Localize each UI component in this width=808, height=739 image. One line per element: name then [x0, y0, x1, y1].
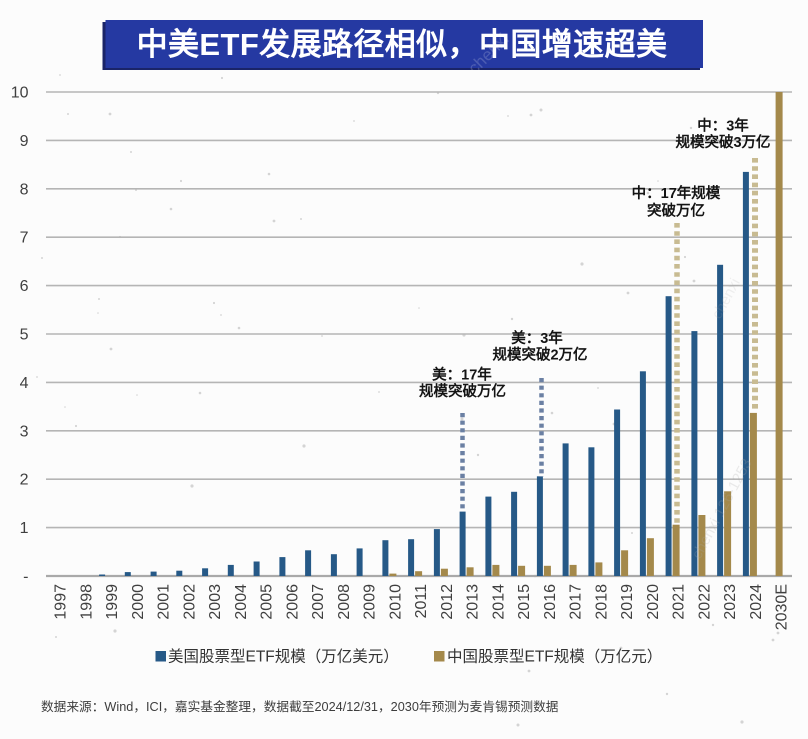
svg-text:1998: 1998: [79, 584, 96, 620]
svg-text:中：3年: 中：3年: [697, 117, 749, 135]
svg-text:规模突破万亿: 规模突破万亿: [419, 382, 506, 400]
svg-text:2: 2: [20, 472, 29, 489]
svg-text:2013: 2013: [465, 584, 482, 620]
svg-text:2011: 2011: [413, 584, 430, 619]
svg-text:2003: 2003: [207, 584, 224, 620]
svg-text:1: 1: [20, 520, 29, 537]
svg-text:中美ETF发展路径相似，中国增速超美: 中美ETF发展路径相似，中国增速超美: [137, 27, 668, 62]
svg-text:2022: 2022: [697, 584, 714, 620]
svg-text:2021: 2021: [671, 584, 688, 620]
svg-text:2004: 2004: [233, 584, 250, 620]
svg-text:2000: 2000: [130, 584, 147, 620]
svg-text:4: 4: [20, 375, 29, 392]
svg-text:2010: 2010: [387, 584, 404, 620]
svg-text:2008: 2008: [336, 584, 353, 620]
svg-text:2023: 2023: [722, 584, 739, 620]
svg-text:美国股票型ETF规模（万亿美元）: 美国股票型ETF规模（万亿美元）: [168, 648, 399, 666]
svg-text:-: -: [23, 569, 28, 586]
svg-text:2014: 2014: [490, 584, 507, 620]
svg-text:2024: 2024: [748, 584, 765, 620]
svg-text:8: 8: [20, 181, 29, 198]
svg-text:9: 9: [20, 133, 29, 150]
svg-text:2018: 2018: [594, 584, 611, 620]
svg-text:3: 3: [20, 423, 29, 440]
svg-text:2016: 2016: [542, 584, 559, 620]
svg-text:规模突破2万亿: 规模突破2万亿: [492, 346, 587, 364]
svg-text:美：3年: 美：3年: [511, 329, 563, 347]
svg-text:数据来源：Wind，ICI，嘉实基金整理，数据截至2024/: 数据来源：Wind，ICI，嘉实基金整理，数据截至2024/12/31，2030…: [41, 699, 559, 714]
svg-text:2017: 2017: [568, 584, 585, 620]
svg-text:中国股票型ETF规模（万亿元）: 中国股票型ETF规模（万亿元）: [447, 648, 662, 666]
svg-text:2015: 2015: [516, 584, 533, 620]
svg-text:美：17年: 美：17年: [432, 366, 492, 384]
svg-text:2002: 2002: [181, 584, 198, 620]
svg-text:规模突破3万亿: 规模突破3万亿: [675, 133, 770, 151]
svg-text:7: 7: [20, 230, 29, 247]
svg-text:中：17年规模: 中：17年规模: [632, 184, 721, 202]
svg-text:2019: 2019: [619, 584, 636, 620]
svg-text:2006: 2006: [284, 584, 301, 620]
svg-text:突破万亿: 突破万亿: [647, 202, 705, 220]
svg-text:5: 5: [20, 327, 29, 344]
svg-text:1997: 1997: [53, 584, 70, 620]
svg-text:2012: 2012: [439, 584, 456, 620]
svg-text:2009: 2009: [362, 584, 379, 620]
svg-text:2030E: 2030E: [774, 584, 791, 630]
svg-text:2005: 2005: [259, 584, 276, 620]
svg-text:1999: 1999: [104, 584, 121, 620]
svg-text:6: 6: [20, 278, 29, 295]
svg-text:10: 10: [11, 85, 29, 102]
svg-text:2001: 2001: [156, 584, 173, 620]
svg-text:2007: 2007: [310, 584, 327, 620]
svg-text:2020: 2020: [645, 584, 662, 620]
